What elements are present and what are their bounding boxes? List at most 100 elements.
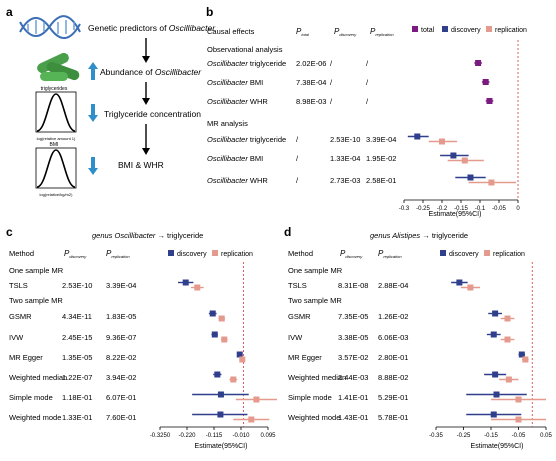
up-arrow-icon <box>88 62 98 80</box>
row-p-replication: 2.88E-04 <box>378 281 408 290</box>
row-p-replication: 6.07E-01 <box>106 393 136 402</box>
legend-b: total discovery replication <box>412 26 527 34</box>
col-header-ptotal: Ptotal <box>296 27 309 37</box>
panel-d: d genus Alistipes → triglyceride Method … <box>284 225 552 450</box>
row-p-discovery: 4.34E-11 <box>62 312 92 321</box>
replication-point <box>439 138 445 145</box>
row-p-discovery: 1.33E-04 <box>330 154 360 163</box>
replication-point <box>230 376 237 383</box>
x-tick-label: -0.05 <box>492 206 506 212</box>
row-label: Simple mode <box>9 393 53 402</box>
row-label: IVW <box>9 333 24 342</box>
x-tick-label: -0.15 <box>484 433 498 439</box>
discovery-point <box>490 411 497 418</box>
x-tick-label: -0.25 <box>457 433 471 439</box>
row-p-replication: 9.36E-07 <box>106 333 136 342</box>
flow-arrows <box>142 38 150 155</box>
total-point <box>486 98 493 104</box>
row-label: IVW <box>288 333 303 342</box>
row-p-discovery: 1.22E-07 <box>62 373 92 382</box>
x-tick-label: -0.3250 <box>150 433 171 439</box>
discovery-point <box>209 310 216 317</box>
panel-c-xlabel: Estimate(95%CI) <box>195 443 248 450</box>
down-arrow-icon <box>88 157 98 175</box>
bmi-density-plot: BMI log(relative/kg/m2) <box>35 142 77 197</box>
row-label: Oscillibacter triglyceride <box>207 135 286 144</box>
row-p-discovery: 1.18E-01 <box>62 393 92 402</box>
row-p-discovery: 3.57E-02 <box>338 353 368 362</box>
panel-b-forest-plot: -0.3 -0.25 -0.2 -0.15 -0.1 -0.05 0 <box>399 40 520 212</box>
discovery-point <box>492 371 499 378</box>
section-mr: MR analysis <box>207 119 248 128</box>
discovery-point <box>236 351 243 358</box>
replication-point <box>515 416 522 423</box>
step-abundance: Abundance of Oscillibacter <box>100 67 202 77</box>
x-tick-label: -0.2 <box>437 206 448 212</box>
legend-swatch-replication <box>484 250 490 256</box>
discovery-point <box>467 174 474 181</box>
panel-d-title: genus Alistipes → triglyceride <box>370 231 468 240</box>
row-p-replication: 2.80E-01 <box>378 353 408 362</box>
step-genetic-predictors: Genetic predictors of Oscillibacter <box>88 23 216 33</box>
row-p-discovery: 1.33E-01 <box>62 413 92 422</box>
row-p-replication: 3.39E-04 <box>106 281 136 290</box>
row-label: TSLS <box>288 281 307 290</box>
triglyceride-density-plot: triglycerides log(relative amount 1) <box>35 86 77 141</box>
panel-b: b Causal effects Ptotal Pdiscovery Prepl… <box>206 5 527 218</box>
row-p-replication: 8.88E-02 <box>378 373 408 382</box>
legend-label-replication: replication <box>221 251 253 258</box>
section-one-sample-c: One sample MR <box>9 266 64 275</box>
panel-d-forest-plot: -0.35 -0.25 -0.15 -0.05 0.05 <box>429 262 552 439</box>
legend-swatch-total <box>412 26 418 32</box>
replication-point <box>504 315 511 322</box>
row-p-replication: 8.22E-02 <box>106 353 136 362</box>
panel-c: c genus Oscillibacter → triglyceride Met… <box>6 225 277 450</box>
row-p-discovery: 2.53E-10 <box>330 135 360 144</box>
row-p-replication: / <box>366 59 369 68</box>
step-triglyceride: Triglyceride concentration <box>104 109 201 119</box>
dna-icon <box>19 15 81 39</box>
row-label: Oscillibacter BMI <box>207 78 263 87</box>
row-p-total: 8.98E-03 <box>296 97 326 106</box>
legend-label-discovery: discovery <box>177 251 207 258</box>
legend-label-discovery: discovery <box>449 251 479 258</box>
row-label: Weighted mode <box>288 413 340 422</box>
section-one-sample-d: One sample MR <box>288 266 343 275</box>
plot2-axis: log(relative/kg/m2) <box>40 192 74 197</box>
row-p-replication: 7.60E-01 <box>106 413 136 422</box>
x-tick-label: -0.010 <box>232 433 250 439</box>
panel-c-title: genus Oscillibacter → triglyceride <box>92 231 203 240</box>
legend-c: discovery replication <box>168 250 253 258</box>
col-header-method-d: Method <box>288 249 313 258</box>
discovery-point <box>214 371 221 378</box>
discovery-point <box>217 391 224 398</box>
row-p-discovery: 1.41E-01 <box>338 393 368 402</box>
col-header-method-c: Method <box>9 249 34 258</box>
down-arrow-icon <box>88 104 98 122</box>
section-two-sample-c: Two sample MR <box>9 296 63 305</box>
discovery-point <box>493 391 500 398</box>
row-p-total: / <box>296 176 299 185</box>
discovery-point <box>492 310 499 317</box>
row-label: MR Egger <box>288 353 322 362</box>
legend-swatch-replication <box>486 26 492 32</box>
replication-point <box>221 336 228 343</box>
row-p-total: 2.02E-06 <box>296 59 326 68</box>
section-observational: Observational analysis <box>207 45 283 54</box>
discovery-point <box>490 331 497 338</box>
row-p-discovery: 2.44E-03 <box>338 373 368 382</box>
discovery-point <box>217 411 224 418</box>
step-bmi-whr: BMI & WHR <box>118 160 164 170</box>
legend-label-discovery: discovery <box>451 27 481 34</box>
row-p-replication: 5.78E-01 <box>378 413 408 422</box>
x-tick-label: -0.15 <box>454 206 468 212</box>
row-p-discovery: / <box>330 59 333 68</box>
panel-d-label: d <box>284 225 291 239</box>
replication-point <box>505 376 512 383</box>
x-tick-label: 0.05 <box>540 433 552 439</box>
col-header-pdisc-d: Pdiscovery <box>340 249 363 259</box>
replication-point <box>248 416 255 423</box>
plot1-axis: log(relative amount 1) <box>37 136 76 141</box>
discovery-point <box>518 351 525 358</box>
